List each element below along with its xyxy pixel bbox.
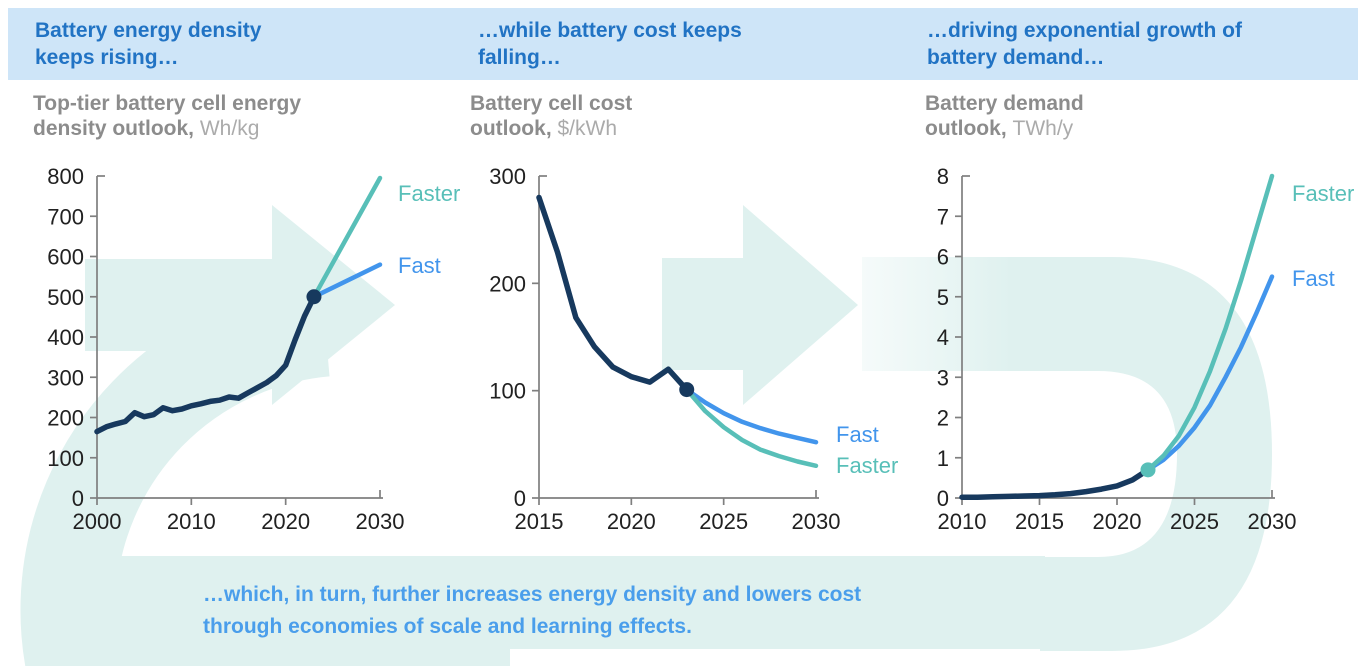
label-chart1-fast: Fast [398, 253, 441, 278]
cycle-top-band-solid [1008, 257, 1044, 371]
svg-text:800: 800 [47, 164, 84, 189]
svg-text:2: 2 [937, 406, 949, 431]
svg-text:2030: 2030 [356, 509, 405, 534]
svg-text:100: 100 [489, 379, 526, 404]
svg-text:2025: 2025 [1170, 509, 1219, 534]
svg-text:400: 400 [47, 325, 84, 350]
svg-text:700: 700 [47, 204, 84, 229]
svg-text:2030: 2030 [792, 509, 841, 534]
header-band [8, 8, 1358, 80]
svg-text:2020: 2020 [261, 509, 310, 534]
flow-arrow-1-icon [85, 205, 395, 405]
svg-text:0: 0 [937, 486, 949, 511]
cycle-bottom-band-left [60, 556, 510, 666]
svg-text:2000: 2000 [73, 509, 122, 534]
svg-text:2010: 2010 [167, 509, 216, 534]
subtitle-col1-main: Top-tier battery cell energy density out… [33, 92, 302, 140]
svg-text:600: 600 [47, 245, 84, 270]
svg-text:2015: 2015 [515, 509, 564, 534]
cycle-top-band-fade [862, 257, 1012, 371]
cycle-ring-left [20, 281, 330, 666]
svg-text:2020: 2020 [607, 509, 656, 534]
subtitle-col3: Battery demand outlook, TWh/y [925, 91, 1135, 141]
subtitle-col2-main: Battery cell cost outlook, [470, 92, 633, 140]
subtitle-col3-unit: TWh/y [1012, 117, 1074, 140]
svg-text:300: 300 [47, 365, 84, 390]
label-chart2-faster: Faster [836, 453, 899, 478]
svg-text:300: 300 [489, 164, 526, 189]
svg-text:200: 200 [47, 406, 84, 431]
svg-text:3: 3 [937, 365, 949, 390]
header-col2: …while battery cost keeps falling… [478, 19, 742, 69]
svg-text:0: 0 [514, 486, 526, 511]
svg-text:2015: 2015 [1015, 509, 1064, 534]
svg-text:2020: 2020 [1093, 509, 1142, 534]
label-chart3-fast: Fast [1292, 266, 1335, 291]
flow-arrow-2-icon [662, 205, 858, 405]
subtitle-col2: Battery cell cost outlook, $/kWh [470, 91, 680, 141]
svg-text:500: 500 [47, 285, 84, 310]
label-chart3-faster: Faster [1292, 181, 1355, 206]
svg-text:100: 100 [47, 446, 84, 471]
svg-text:6: 6 [937, 245, 949, 270]
subtitle-col1-unit: Wh/kg [199, 117, 260, 140]
cycle-caption: …which, in turn, further increases energ… [203, 583, 862, 638]
subtitle-col1: Top-tier battery cell energy density out… [33, 91, 363, 141]
svg-text:1: 1 [937, 446, 949, 471]
header-col1: Battery energy density keeps rising… [35, 19, 262, 69]
svg-text:2030: 2030 [1248, 509, 1297, 534]
label-chart1-faster: Faster [398, 181, 461, 206]
svg-text:0: 0 [72, 486, 84, 511]
svg-text:2010: 2010 [938, 509, 987, 534]
subtitle-col2-unit: $/kWh [557, 117, 618, 140]
svg-text:4: 4 [937, 325, 949, 350]
svg-text:200: 200 [489, 271, 526, 296]
svg-text:7: 7 [937, 204, 949, 229]
svg-text:2025: 2025 [699, 509, 748, 534]
svg-text:8: 8 [937, 164, 949, 189]
label-chart2-fast: Fast [836, 422, 879, 447]
svg-text:5: 5 [937, 285, 949, 310]
header-col3: …driving exponential growth of battery d… [927, 19, 1242, 69]
subtitle-col3-main: Battery demand outlook, [925, 92, 1084, 140]
